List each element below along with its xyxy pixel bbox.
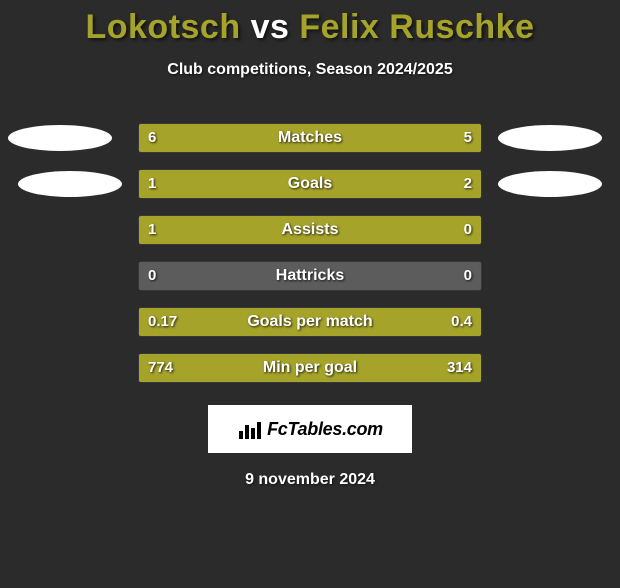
comparison-title: Lokotsch vs Felix Ruschke (0, 8, 620, 47)
stat-bar-track: Hattricks (138, 261, 482, 291)
player1-name: Lokotsch (85, 8, 240, 46)
stat-bar-track: Assists (138, 215, 482, 245)
stat-right-value: 0 (464, 215, 472, 245)
stat-row: 1 2 Goals (0, 161, 620, 207)
subtitle: Club competitions, Season 2024/2025 (0, 61, 620, 79)
stat-bar-left (139, 216, 402, 244)
stat-left-value: 0 (148, 261, 156, 291)
vs-text: vs (251, 8, 290, 46)
stat-bar-track: Matches (138, 123, 482, 153)
stat-label: Goals (288, 175, 332, 193)
stat-bar-right (245, 170, 481, 198)
stat-left-value: 6 (148, 123, 156, 153)
stat-label: Goals per match (247, 313, 372, 331)
date-text: 9 november 2024 (0, 471, 620, 489)
stat-row: 774 314 Min per goal (0, 345, 620, 391)
player-marker (498, 125, 602, 151)
stat-right-value: 314 (447, 353, 472, 383)
stat-right-value: 0.4 (451, 307, 472, 337)
stat-right-value: 0 (464, 261, 472, 291)
stat-label: Hattricks (276, 267, 344, 285)
logo-text: FcTables.com (267, 419, 383, 440)
stat-left-value: 1 (148, 169, 156, 199)
stat-left-value: 1 (148, 215, 156, 245)
player-marker (18, 171, 122, 197)
stat-row: 6 5 Matches (0, 115, 620, 161)
player2-name: Felix Ruschke (299, 8, 534, 46)
logo-box: FcTables.com (208, 405, 412, 453)
player-marker (498, 171, 602, 197)
stat-label: Min per goal (263, 359, 357, 377)
stats-chart: 6 5 Matches 1 2 Goals 1 0 Assists 0 0 Hattricks 0.17… (0, 115, 620, 391)
stat-right-value: 2 (464, 169, 472, 199)
stat-bar-track: Goals (138, 169, 482, 199)
stat-row: 0.17 0.4 Goals per match (0, 299, 620, 345)
stat-row: 1 0 Assists (0, 207, 620, 253)
stat-right-value: 5 (464, 123, 472, 153)
stat-left-value: 774 (148, 353, 173, 383)
stat-bar-right (327, 124, 481, 152)
stat-bar-track: Goals per match (138, 307, 482, 337)
stat-bar-track: Min per goal (138, 353, 482, 383)
bars-icon (237, 417, 261, 441)
stat-label: Assists (282, 221, 339, 239)
player-marker (8, 125, 112, 151)
stat-row: 0 0 Hattricks (0, 253, 620, 299)
stat-label: Matches (278, 129, 342, 147)
stat-left-value: 0.17 (148, 307, 177, 337)
